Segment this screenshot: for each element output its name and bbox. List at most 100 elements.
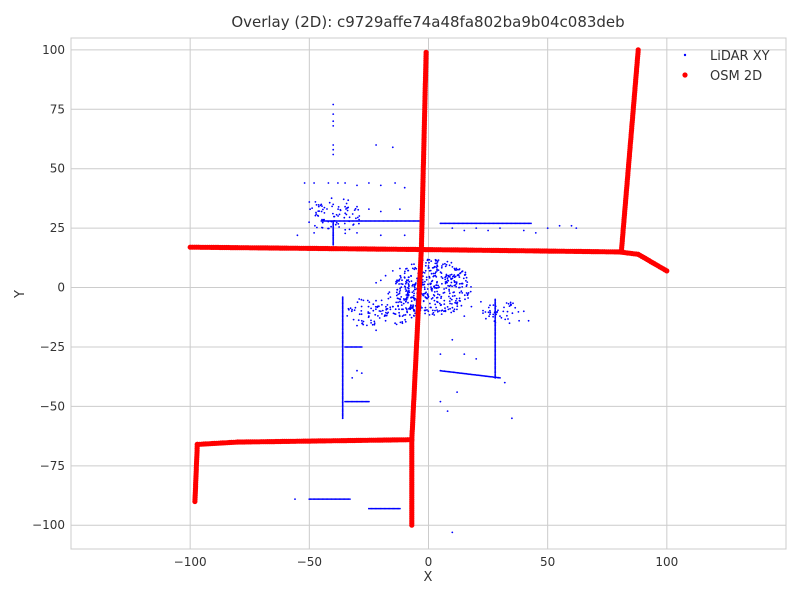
osm-series — [187, 47, 670, 528]
lidar-point — [367, 316, 370, 319]
lidar-point — [494, 352, 497, 354]
lidar-point — [350, 310, 353, 313]
lidar-point — [456, 371, 459, 374]
lidar-point — [349, 400, 351, 403]
lidar-point — [344, 346, 346, 348]
lidar-point — [358, 218, 360, 221]
lidar-point — [343, 498, 346, 500]
lidar-point — [360, 372, 363, 374]
lidar-point — [357, 208, 360, 211]
lidar-point — [425, 276, 428, 279]
lidar-point — [393, 220, 395, 222]
lidar-point — [470, 373, 473, 376]
lidar-point — [395, 220, 398, 222]
lidar-point — [484, 311, 487, 313]
lidar-point — [346, 315, 349, 317]
lidar-point — [444, 278, 447, 281]
lidar-point — [341, 332, 344, 335]
lidar-point — [468, 222, 470, 225]
lidar-point — [412, 220, 415, 222]
lidar-point — [379, 210, 382, 213]
lidar-point — [432, 311, 435, 314]
lidar-point — [398, 308, 400, 311]
osm-point — [619, 246, 625, 253]
lidar-point — [368, 400, 370, 403]
lidar-point — [404, 320, 407, 323]
lidar-point — [344, 232, 347, 235]
lidar-point — [475, 222, 478, 225]
lidar-point — [338, 498, 341, 500]
lidar-point — [351, 377, 354, 379]
x-tick-label: −100 — [174, 555, 207, 569]
lidar-point — [493, 320, 496, 323]
lidar-point — [407, 287, 410, 290]
lidar-point — [341, 410, 344, 413]
lidar-point — [486, 222, 488, 225]
lidar-point — [347, 199, 350, 202]
lidar-point — [451, 277, 454, 280]
lidar-point — [494, 329, 497, 332]
lidar-point — [443, 222, 446, 225]
lidar-point — [373, 507, 375, 510]
lidar-point — [426, 297, 428, 300]
lidar-point — [442, 370, 444, 372]
lidar-point — [403, 276, 406, 279]
lidar-point — [381, 313, 383, 315]
lidar-point — [404, 286, 407, 288]
lidar-point — [404, 288, 407, 290]
lidar-point — [329, 498, 332, 500]
lidar-point — [375, 144, 377, 146]
lidar-point — [463, 294, 466, 297]
lidar-point — [443, 299, 446, 302]
lidar-point — [341, 369, 344, 371]
lidar-point — [440, 222, 443, 225]
lidar-point — [494, 302, 497, 305]
lidar-point — [318, 498, 321, 500]
lidar-point — [466, 222, 469, 225]
lidar-point — [570, 224, 573, 227]
lidar-point — [474, 222, 477, 225]
lidar-point — [494, 331, 497, 333]
lidar-point — [352, 220, 355, 222]
lidar-point — [341, 348, 344, 351]
lidar-point — [341, 328, 344, 331]
lidar-point — [524, 222, 527, 225]
lidar-point — [412, 310, 415, 312]
lidar-point — [335, 213, 338, 216]
lidar-point — [356, 400, 359, 403]
lidar-point — [461, 222, 464, 225]
lidar-point — [493, 311, 496, 314]
lidar-point — [448, 300, 451, 302]
lidar-point — [345, 202, 348, 205]
lidar-point — [466, 294, 469, 297]
lidar-point — [463, 353, 466, 355]
lidar-point — [320, 210, 323, 213]
lidar-point — [507, 318, 509, 320]
lidar-point — [450, 277, 452, 280]
lidar-point — [312, 498, 315, 500]
lidar-point — [408, 276, 410, 278]
lidar-point — [317, 205, 320, 208]
lidar-point — [341, 393, 344, 396]
lidar-point — [385, 220, 387, 222]
lidar-point — [383, 507, 386, 510]
lidar-point — [441, 277, 444, 280]
lidar-point — [448, 288, 450, 291]
lidar-point — [354, 220, 356, 222]
lidar-point — [337, 208, 339, 211]
lidar-point — [452, 275, 455, 277]
lidar-point — [451, 295, 454, 297]
lidar-point — [452, 291, 455, 294]
lidar-point — [494, 337, 497, 340]
lidar-point — [332, 498, 334, 500]
lidar-point — [402, 302, 405, 305]
legend-label: OSM 2D — [710, 69, 762, 84]
lidar-point — [494, 350, 497, 353]
osm-point — [409, 437, 415, 443]
lidar-point — [338, 226, 340, 228]
lidar-point — [505, 222, 508, 225]
lidar-point — [508, 222, 510, 225]
x-tick-label: 100 — [655, 555, 678, 569]
lidar-point — [494, 316, 497, 319]
